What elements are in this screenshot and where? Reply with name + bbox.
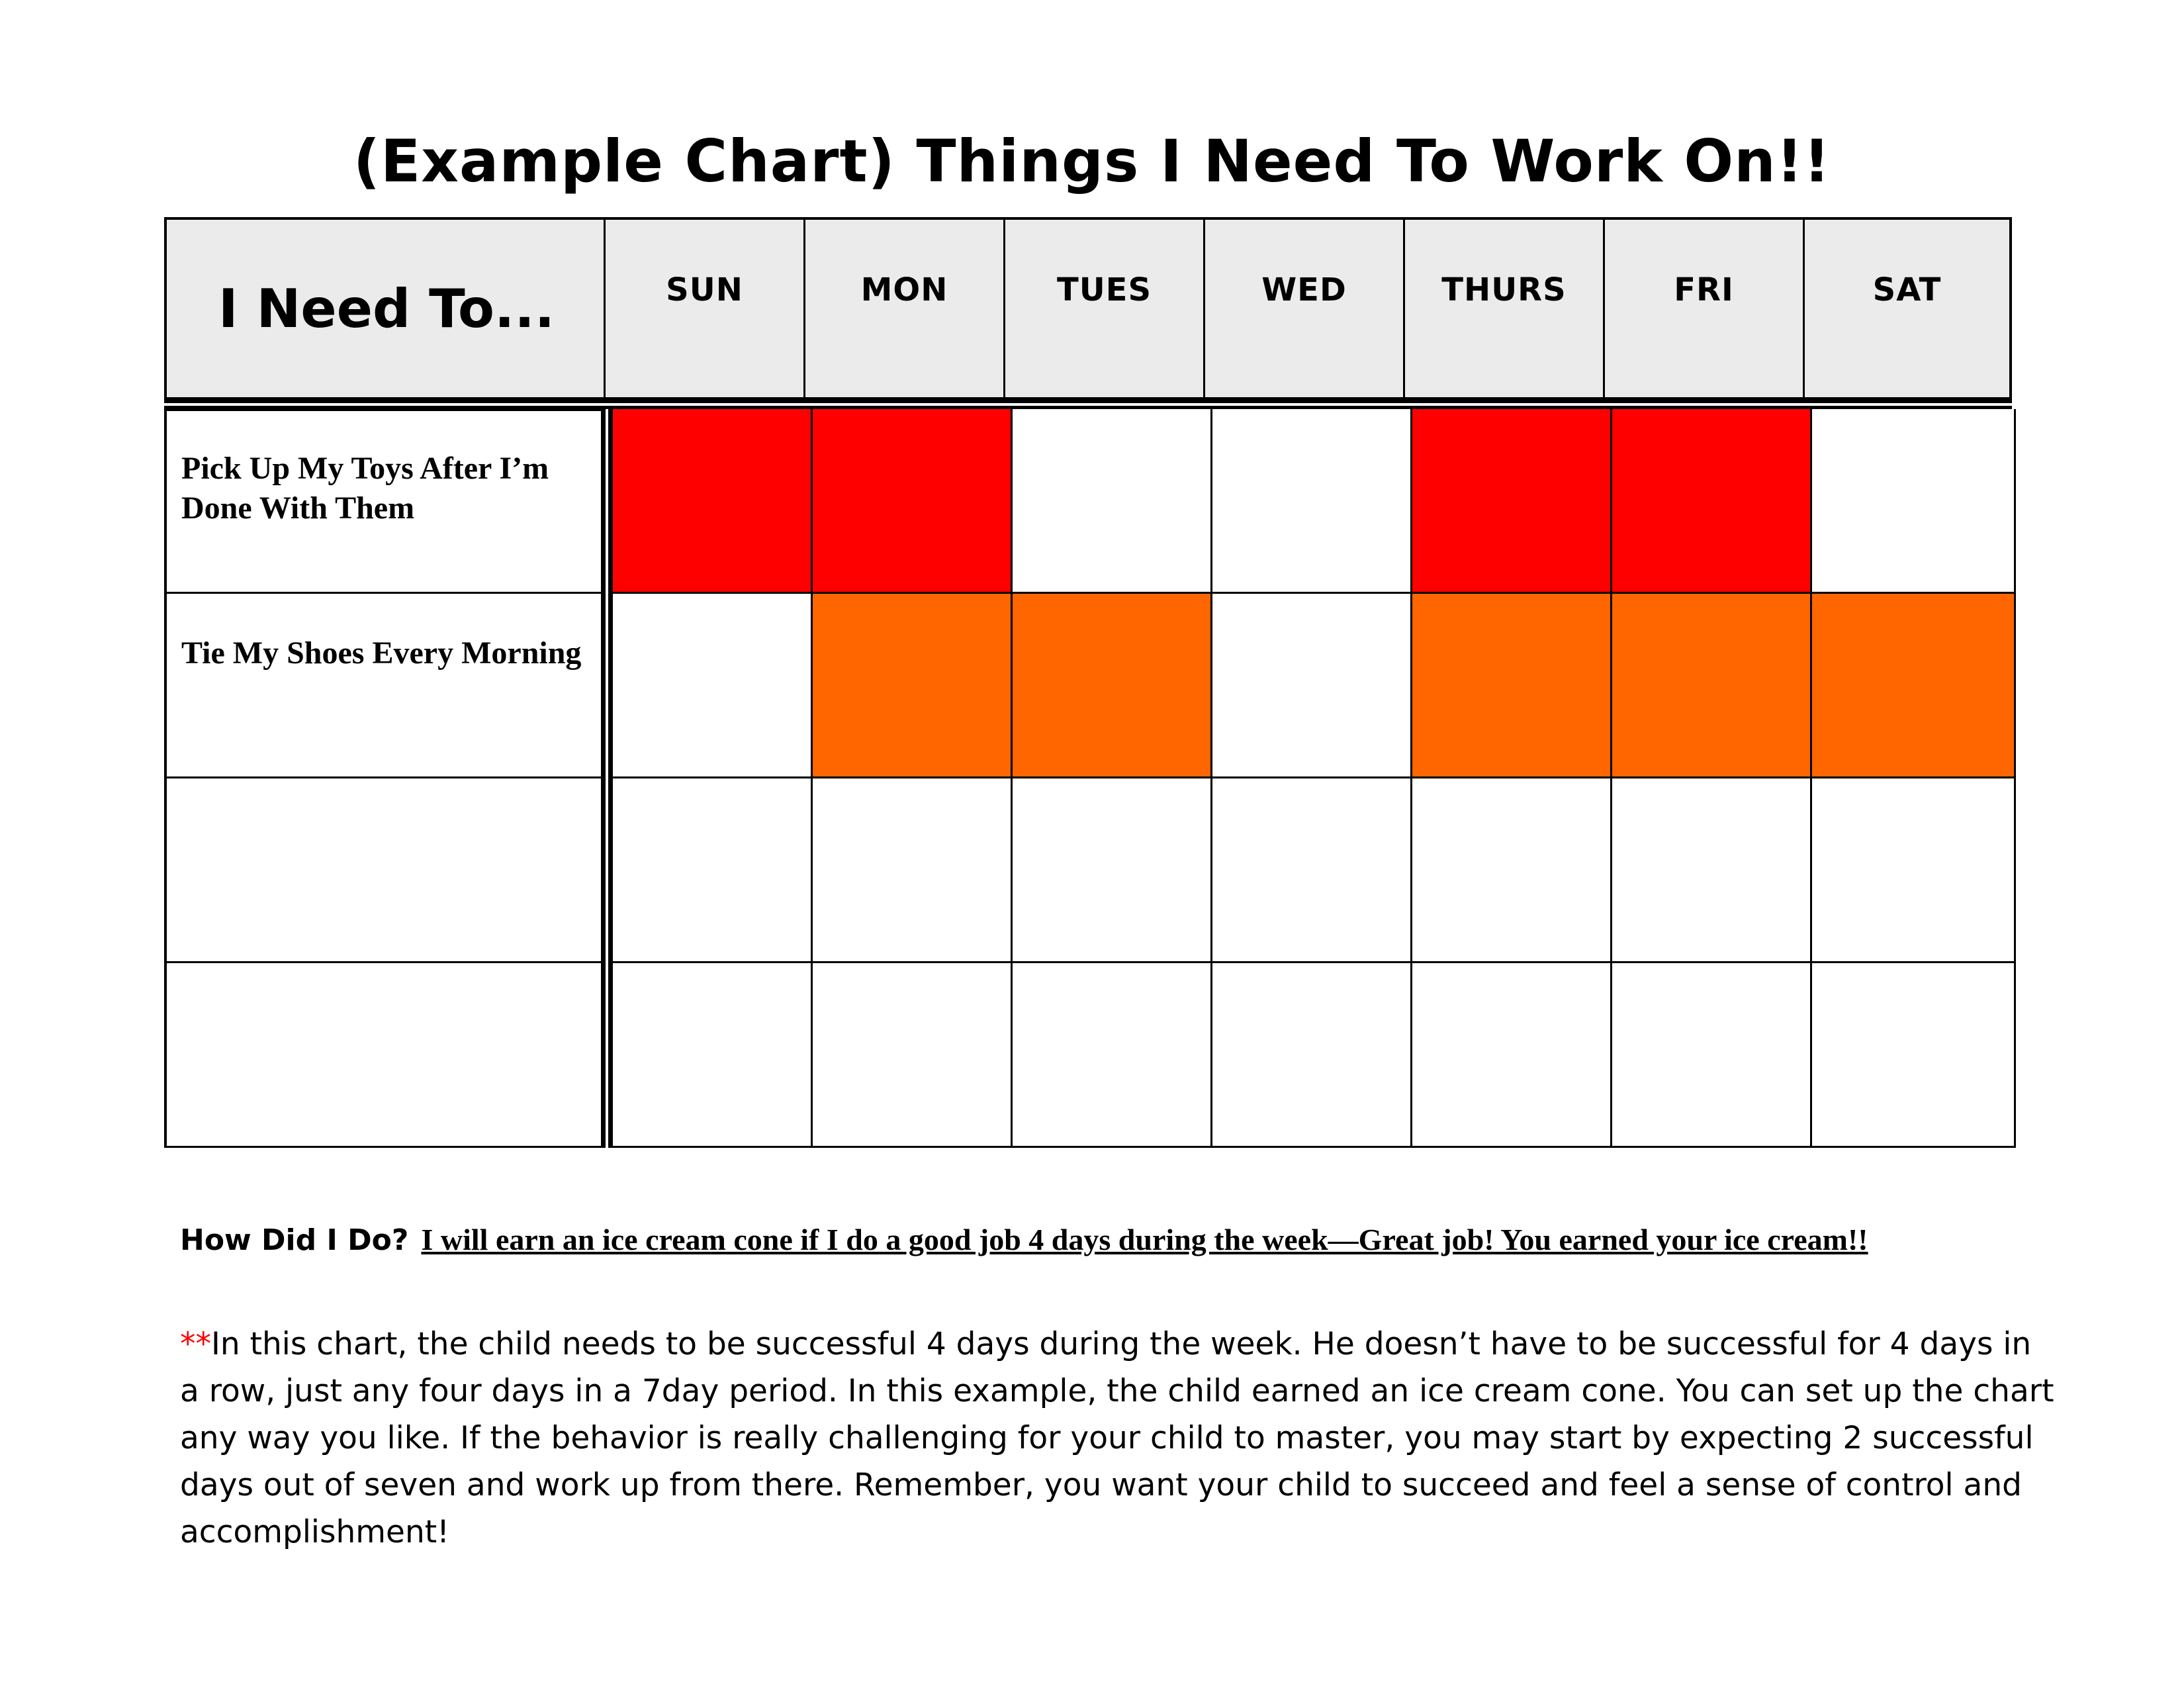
day-cell-wed[interactable] — [1212, 594, 1412, 778]
header-day-wed: WED — [1203, 220, 1403, 397]
task-row: Tie My Shoes Every Morning — [167, 594, 604, 778]
day-label: SUN — [666, 271, 743, 308]
goal-statement: I will earn an ice cream cone if I do a … — [421, 1223, 1868, 1256]
day-cell-thurs[interactable] — [1412, 594, 1612, 778]
day-cell-mon[interactable] — [813, 409, 1013, 594]
header-separator-gap — [164, 403, 2012, 406]
day-cell-fri[interactable] — [1612, 963, 1812, 1148]
day-label: THURS — [1441, 271, 1567, 308]
day-cell-mon[interactable] — [813, 594, 1013, 778]
day-cell-mon[interactable] — [813, 963, 1013, 1148]
day-cell-sat[interactable] — [1812, 778, 2016, 963]
column-divider-gap — [606, 409, 608, 1148]
day-cell-sat[interactable] — [1812, 409, 2016, 594]
task-label: Pick Up My Toys After I’m Done With Them — [181, 451, 549, 526]
page-title: (Example Chart) Things I Need To Work On… — [353, 127, 1831, 195]
day-cell-sun[interactable] — [613, 594, 813, 778]
day-cell-fri[interactable] — [1612, 594, 1812, 778]
day-cell-thurs[interactable] — [1412, 409, 1612, 594]
instruction-note: **In this chart, the child needs to be s… — [180, 1321, 2060, 1556]
day-cell-tues[interactable] — [1013, 594, 1212, 778]
task-row — [167, 778, 604, 963]
day-label: FRI — [1674, 271, 1734, 308]
day-cell-tues[interactable] — [1013, 778, 1212, 963]
day-cell-tues[interactable] — [1013, 409, 1212, 594]
behavior-chart: I Need To... SUN MON TUES WED THURS FRI … — [164, 217, 2016, 1148]
header-task-label: I Need To... — [218, 277, 555, 340]
day-cell-sun[interactable] — [613, 963, 813, 1148]
day-cell-sun[interactable] — [613, 778, 813, 963]
day-cell-wed[interactable] — [1212, 963, 1412, 1148]
chart-body: Pick Up My Toys After I’m Done With Them… — [164, 409, 2016, 1148]
header-day-thurs: THURS — [1403, 220, 1603, 397]
how-did-i-do-label: How Did I Do? — [180, 1223, 409, 1257]
day-grid — [613, 409, 2016, 1148]
header-day-mon: MON — [803, 220, 1003, 397]
chart-header-row: I Need To... SUN MON TUES WED THURS FRI … — [164, 217, 2012, 400]
header-day-fri: FRI — [1603, 220, 1803, 397]
header-day-sun: SUN — [604, 220, 803, 397]
day-cell-mon[interactable] — [813, 778, 1013, 963]
how-did-i-do-line: How Did I Do? I will earn an ice cream c… — [180, 1225, 2033, 1255]
task-label: Tie My Shoes Every Morning — [181, 635, 582, 671]
day-label: SAT — [1872, 271, 1942, 308]
task-column-top-rule — [167, 409, 604, 411]
day-cell-sat[interactable] — [1812, 963, 2016, 1148]
note-text: In this chart, the child needs to be suc… — [180, 1326, 2054, 1550]
day-cell-fri[interactable] — [1612, 778, 1812, 963]
day-cell-fri[interactable] — [1612, 409, 1812, 594]
day-label: MON — [860, 271, 948, 308]
day-cell-tues[interactable] — [1013, 963, 1212, 1148]
day-cell-sun[interactable] — [613, 409, 813, 594]
day-label: WED — [1261, 271, 1347, 308]
day-label: TUES — [1056, 271, 1152, 308]
task-row: Pick Up My Toys After I’m Done With Them — [167, 409, 604, 594]
day-cell-thurs[interactable] — [1412, 963, 1612, 1148]
day-cell-thurs[interactable] — [1412, 778, 1612, 963]
task-column: Pick Up My Toys After I’m Done With Them… — [164, 409, 604, 1148]
day-cell-wed[interactable] — [1212, 409, 1412, 594]
note-asterisks: ** — [180, 1326, 211, 1362]
day-cell-sat[interactable] — [1812, 594, 2016, 778]
task-row — [167, 963, 604, 1148]
header-day-tues: TUES — [1003, 220, 1203, 397]
day-cell-wed[interactable] — [1212, 778, 1412, 963]
header-day-sat: SAT — [1803, 220, 2009, 397]
